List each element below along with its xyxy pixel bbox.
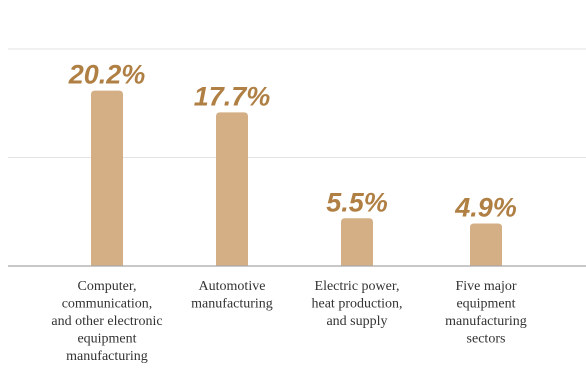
category-label-line: equipment — [456, 297, 515, 312]
bar — [216, 112, 248, 266]
category-label-line: and supply — [326, 314, 387, 329]
category-label-line: manufacturing — [445, 314, 527, 329]
category-label-line: heat production, — [312, 297, 403, 312]
data-label: 4.9% — [454, 192, 517, 222]
category-label-line: manufacturing — [191, 297, 273, 312]
bar — [91, 90, 123, 266]
category-label: Computer, communication, and other electro… — [51, 279, 162, 364]
bar — [341, 218, 373, 266]
data-label: 20.2% — [68, 60, 146, 90]
category-label-line: Five major — [455, 279, 516, 294]
category-label-line: Electric power, — [315, 279, 400, 294]
category-label-line: sectors — [467, 332, 506, 347]
category-label: Automotive manufacturing — [191, 279, 273, 312]
category-label-line: manufacturing — [66, 349, 148, 364]
category-label-line: communication, — [62, 297, 153, 312]
category-label-line: Computer, — [78, 279, 137, 294]
bar — [470, 223, 502, 266]
data-label: 17.7% — [194, 81, 271, 111]
category-label-line: equipment — [77, 332, 136, 347]
category-label-line: Automotive — [199, 279, 266, 294]
data-label: 5.5% — [326, 187, 388, 217]
category-labels: Computer, communication, and other electro… — [51, 279, 526, 364]
category-label: Five major equipment manufacturing sectors — [445, 279, 527, 347]
category-label-line: and other electronic — [51, 314, 162, 329]
category-label: Electric power, heat production, and suppl… — [312, 279, 403, 329]
bars — [91, 90, 502, 266]
data-labels: 20.2% 17.7% 5.5% 4.9% — [68, 60, 517, 223]
